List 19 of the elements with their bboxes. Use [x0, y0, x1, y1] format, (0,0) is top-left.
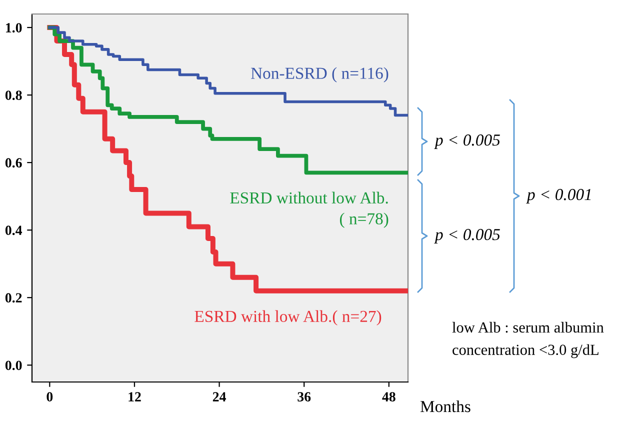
- x-tick-label: 24: [212, 392, 226, 402]
- y-tick-label: 0.4: [5, 226, 22, 236]
- series-label: ESRD with low Alb.( n=27): [194, 310, 382, 326]
- x-tick-label: 36: [298, 392, 311, 402]
- y-tick-label: 1.0: [6, 23, 22, 33]
- text: low Alb : serum albumin concentration <3.0 g/dL: [452, 322, 604, 358]
- x-tick-label: 0: [46, 392, 53, 402]
- x-axis-title: Months: [420, 400, 470, 412]
- y-tick-label: 0.6: [5, 158, 22, 168]
- x-tick-label: 12: [128, 392, 141, 402]
- text: p < 0.001: [526, 188, 591, 204]
- y-tick-label: 0.0: [5, 360, 22, 370]
- text: p < 0.005: [434, 134, 500, 150]
- y-tick-label: 0.2: [5, 293, 22, 303]
- x-tick-label: 48: [382, 392, 396, 402]
- series-label: ESRD without low Alb. ( n=78): [230, 192, 388, 228]
- series-label: Non-ESRD ( n=116): [251, 67, 388, 82]
- y-tick-label: 0.8: [5, 90, 22, 100]
- text: p < 0.005: [434, 228, 500, 244]
